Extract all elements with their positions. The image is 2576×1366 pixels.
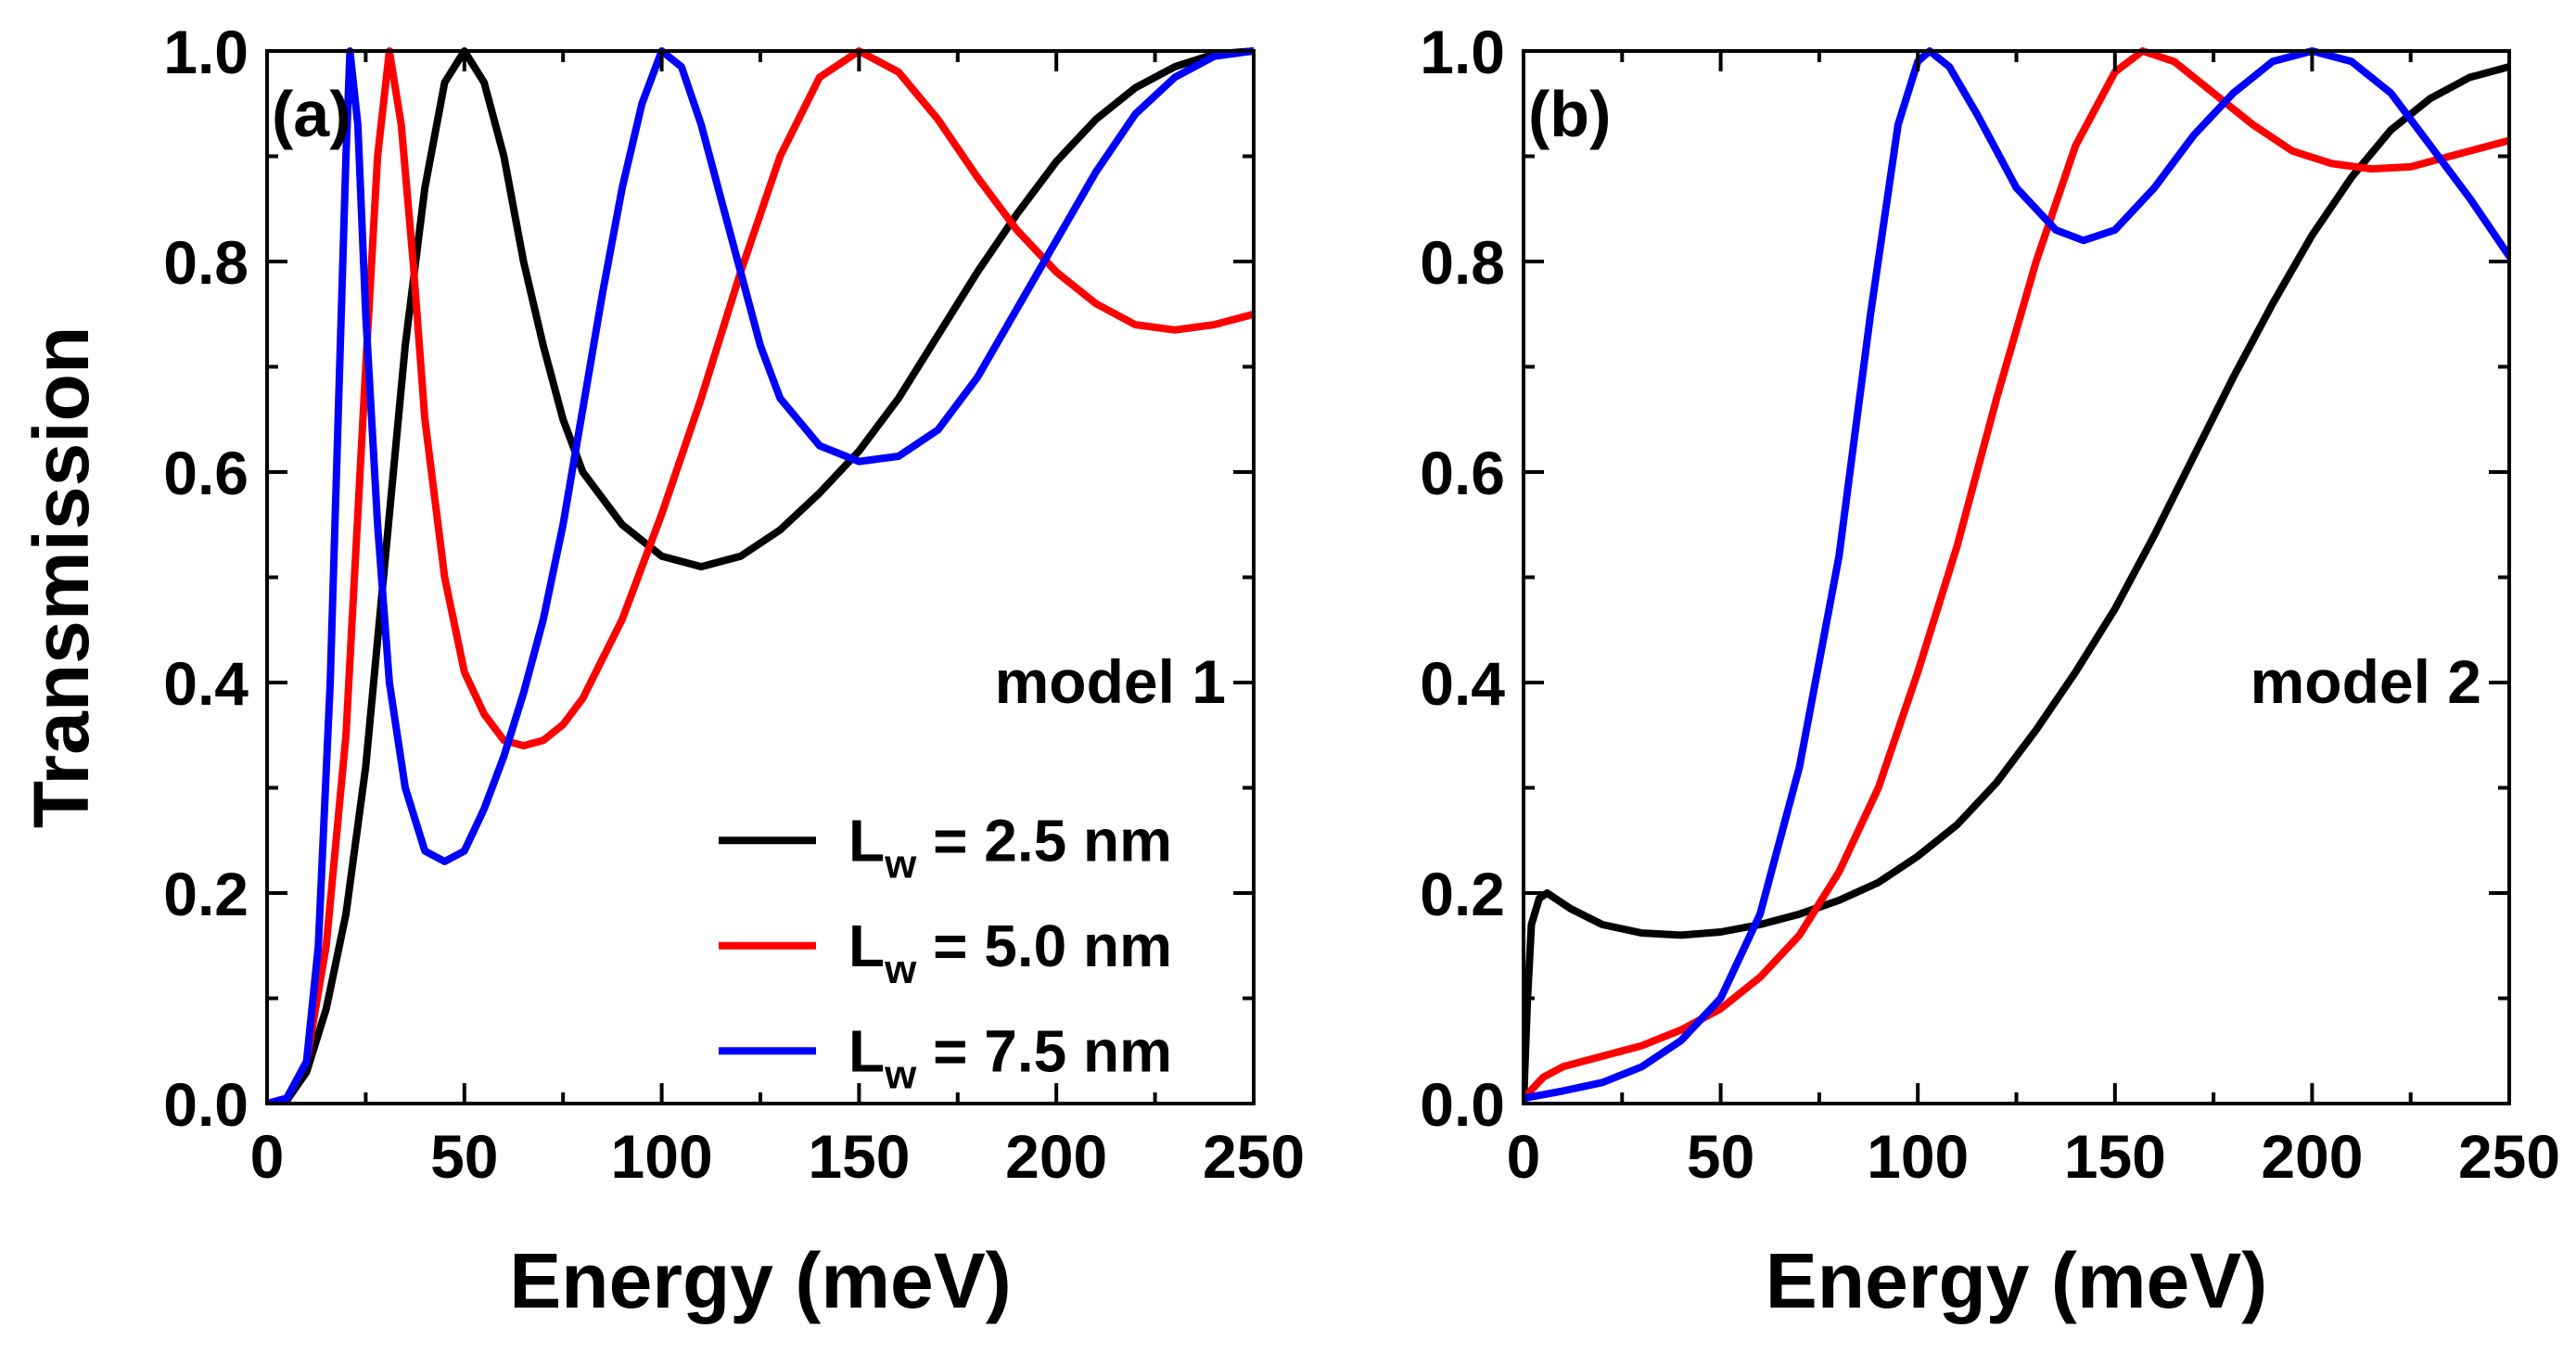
legend-entry: Lw = 5.0 nm — [848, 913, 1172, 992]
panel-label: (b) — [1528, 78, 1611, 150]
series-line-2 — [267, 47, 1254, 1105]
legend-entry: Lw = 2.5 nm — [848, 807, 1172, 887]
series-group — [1524, 47, 2509, 1105]
y-tick-label: 0.2 — [163, 860, 249, 928]
x-tick-label: 150 — [2064, 1122, 2166, 1191]
x-tick-label: 50 — [430, 1122, 498, 1191]
x-tick-label: 250 — [2458, 1122, 2560, 1191]
y-tick-label: 0.8 — [163, 228, 249, 297]
series-line-2 — [1524, 47, 2509, 1103]
panel-a: 0 50 100 150 200 250 0.0 0.2 0.4 0.6 0.8 1.0 Energy … — [18, 18, 1305, 1324]
y-tick-label: 1.0 — [1420, 18, 1505, 86]
y-tick-label: 0.0 — [163, 1070, 249, 1139]
series-line-1 — [1524, 63, 2509, 1105]
y-tick-label: 0.8 — [1420, 228, 1505, 297]
series-line-3 — [1524, 47, 2509, 1103]
model-annotation: model 1 — [995, 647, 1226, 716]
x-tick-label: 250 — [1203, 1122, 1305, 1191]
y-tick-label: 0.4 — [1420, 649, 1505, 718]
plot-frame — [1522, 49, 2511, 1105]
panel-b: 0 50 100 150 200 250 0.0 0.2 0.4 0.6 0.8 1.0 Energy … — [1420, 18, 2560, 1324]
series-line-1 — [267, 47, 1254, 1105]
y-tick-label: 0.6 — [163, 439, 249, 507]
x-tick-label: 200 — [1005, 1122, 1107, 1191]
legend: Lw = 2.5 nm Lw = 5.0 nm Lw = 7.5 nm — [719, 807, 1172, 1097]
y-tick-label: 0.2 — [1420, 860, 1505, 928]
x-tick-label: 100 — [611, 1122, 713, 1191]
x-axis-title: Energy (meV) — [1766, 1237, 2268, 1324]
y-tick-label: 0.0 — [1420, 1070, 1505, 1139]
panel-label: (a) — [272, 78, 351, 150]
x-tick-label: 200 — [2261, 1122, 2363, 1191]
y-axis-title: Transmission — [18, 326, 105, 829]
y-tick-label: 1.0 — [163, 18, 249, 86]
y-tick-label: 0.4 — [163, 649, 249, 718]
x-tick-label: 0 — [1507, 1122, 1541, 1191]
legend-entry: Lw = 7.5 nm — [848, 1017, 1172, 1097]
x-tick-label: 100 — [1867, 1122, 1969, 1191]
x-tick-label: 0 — [250, 1122, 285, 1191]
x-axis-title: Energy (meV) — [509, 1237, 1012, 1324]
x-tick-label: 150 — [808, 1122, 910, 1191]
x-tick-label: 50 — [1687, 1122, 1754, 1191]
series-line-3 — [267, 47, 1254, 1105]
series-group — [267, 47, 1254, 1105]
y-tick-label: 0.6 — [1420, 439, 1505, 507]
model-annotation: model 2 — [2251, 647, 2481, 716]
